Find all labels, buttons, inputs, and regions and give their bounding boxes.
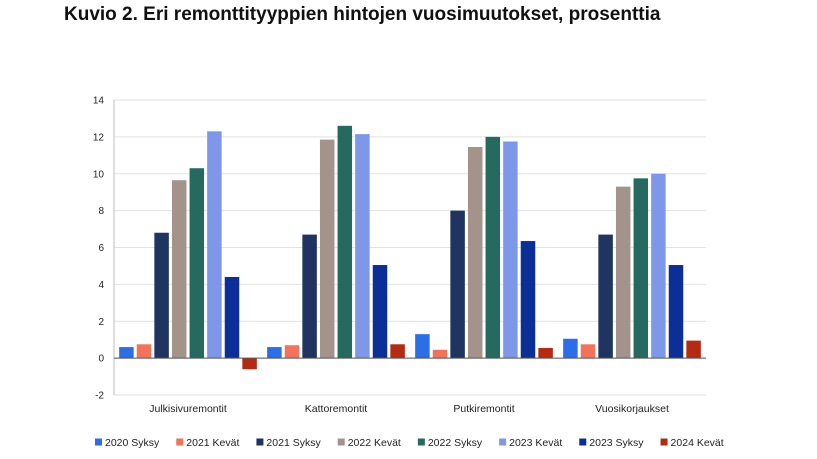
category-label: Putkiremontit bbox=[453, 403, 514, 415]
bar bbox=[668, 265, 684, 359]
bar bbox=[450, 210, 465, 359]
legend-swatch bbox=[176, 438, 184, 446]
bar bbox=[337, 125, 353, 359]
chart-title: Kuvio 2. Eri remonttityyppien hintojen v… bbox=[64, 4, 661, 25]
y-tick-label: -2 bbox=[95, 391, 104, 402]
bar bbox=[189, 168, 205, 359]
x-axis: Julkisivuremontit Kattoremontit Putkiremon… bbox=[149, 403, 669, 415]
bar bbox=[503, 141, 518, 359]
bar bbox=[651, 173, 666, 359]
y-tick-label: 6 bbox=[98, 243, 104, 254]
legend-swatch bbox=[256, 438, 264, 446]
legend: 2020 Syksy 2021 Kevät 2021 Syksy 2022 Kevät… bbox=[95, 437, 724, 449]
bars bbox=[114, 125, 706, 370]
legend-label: 2023 Kevät bbox=[509, 437, 562, 449]
legend-label: 2021 Kevät bbox=[186, 437, 239, 449]
legend-swatch bbox=[660, 438, 668, 446]
bar bbox=[171, 180, 187, 359]
legend-label: 2023 Syksy bbox=[589, 437, 644, 449]
bar bbox=[355, 134, 370, 359]
bar bbox=[319, 139, 335, 359]
bar bbox=[136, 344, 152, 359]
y-tick-label: 2 bbox=[98, 317, 104, 328]
bar bbox=[415, 334, 430, 359]
bar bbox=[242, 358, 257, 370]
bar bbox=[284, 345, 300, 359]
y-axis: -2 0 2 4 6 8 10 12 14 bbox=[93, 96, 115, 402]
bar bbox=[207, 131, 222, 359]
legend-swatch bbox=[95, 438, 102, 446]
category-label: Vuosikorjaukset bbox=[595, 403, 669, 415]
legend-label: 2024 Kevät bbox=[671, 437, 724, 449]
y-tick-label: 12 bbox=[93, 132, 105, 143]
bar bbox=[302, 234, 317, 359]
y-tick-label: 10 bbox=[93, 169, 105, 180]
bar bbox=[119, 347, 134, 359]
category-label: Julkisivuremontit bbox=[149, 403, 227, 415]
legend-swatch bbox=[337, 438, 345, 446]
bar bbox=[563, 338, 578, 359]
bar bbox=[520, 241, 536, 359]
legend-label: 2022 Syksy bbox=[428, 437, 483, 449]
y-tick-label: 8 bbox=[98, 206, 104, 217]
bar bbox=[154, 232, 169, 359]
bar bbox=[538, 347, 553, 359]
legend-label: 2021 Syksy bbox=[266, 437, 321, 449]
bar bbox=[432, 349, 448, 359]
legend-swatch bbox=[417, 438, 425, 446]
bar bbox=[598, 234, 613, 359]
bar bbox=[267, 347, 282, 359]
bar bbox=[485, 136, 501, 359]
bar bbox=[615, 186, 631, 359]
legend-swatch bbox=[579, 438, 587, 446]
bar bbox=[467, 147, 483, 359]
bar bbox=[633, 178, 649, 359]
bar bbox=[686, 340, 701, 359]
bar bbox=[580, 344, 596, 359]
bar bbox=[224, 277, 240, 359]
bar bbox=[390, 344, 405, 359]
y-tick-label: 4 bbox=[98, 280, 104, 291]
legend-swatch bbox=[499, 438, 507, 446]
bar bbox=[372, 265, 388, 359]
category-label: Kattoremontit bbox=[305, 403, 368, 415]
legend-label: 2022 Kevät bbox=[348, 437, 401, 449]
legend-label: 2020 Syksy bbox=[105, 437, 160, 449]
y-tick-label: 0 bbox=[98, 354, 104, 365]
y-tick-label: 14 bbox=[93, 96, 105, 107]
